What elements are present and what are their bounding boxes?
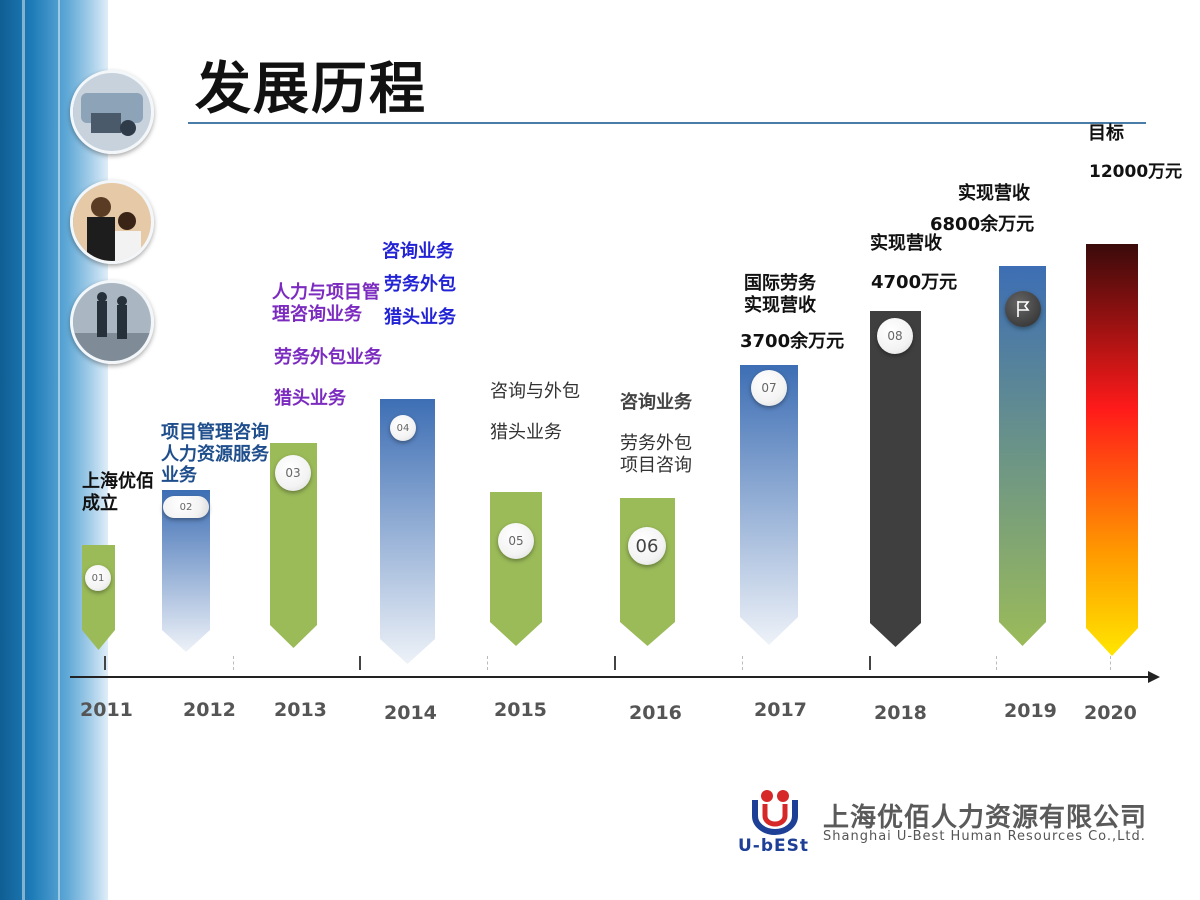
axis-tick (104, 656, 106, 670)
step-badge: 08 (877, 318, 913, 354)
step-badge: 01 (85, 565, 111, 591)
sidebar-stripe (22, 0, 25, 900)
year-label: 2011 (80, 699, 133, 721)
timeline-bar-2017 (740, 365, 798, 645)
year-label: 2014 (384, 702, 437, 724)
year-label: 2013 (274, 699, 327, 721)
milestone-label: 目标 (1088, 123, 1124, 144)
timeline-bar-2014 (380, 399, 435, 664)
sidebar-stripe (58, 0, 60, 900)
timeline-bar-2013 (270, 443, 317, 648)
company-logo-icon (752, 790, 798, 835)
thumbnail-photo-business (70, 70, 154, 154)
milestone-label: 实现营收 (958, 183, 1030, 204)
milestone-label: 6800余万元 (930, 214, 1035, 235)
step-badge: 02 (163, 496, 209, 518)
milestone-label: 猎头业务 (490, 422, 562, 443)
step-badge: 03 (275, 455, 311, 491)
milestone-label: 项目管理咨询 人力资源服务 业务 (161, 422, 269, 487)
milestone-label: 咨询业务 (382, 241, 454, 262)
axis-tick (614, 656, 616, 670)
milestone-label: 猎头业务 (384, 307, 456, 328)
thumbnail-photo-people (70, 180, 154, 264)
milestone-label: 上海优佰 成立 (82, 471, 154, 514)
timeline-bar-2011 (82, 545, 115, 650)
milestone-label: 人力与项目管 理咨询业务 (272, 282, 380, 325)
thumbnail-photo-walkers (70, 280, 154, 364)
milestone-label: 劳务外包业务 (274, 347, 382, 368)
step-badge: 04 (390, 415, 416, 441)
milestone-label: 3700余万元 (740, 331, 845, 352)
axis-tick (359, 656, 361, 670)
milestone-label: 咨询业务 (620, 392, 692, 413)
year-label: 2018 (874, 702, 927, 724)
axis-tick (742, 656, 743, 670)
milestone-label: 猎头业务 (274, 388, 346, 409)
milestone-label: 劳务外包 (384, 274, 456, 295)
milestone-label: 劳务外包 项目咨询 (620, 433, 692, 476)
milestone-label: 实现营收 (870, 233, 942, 254)
milestone-label: 咨询与外包 (490, 381, 580, 402)
title-underline (188, 122, 1146, 124)
year-label: 2016 (629, 702, 682, 724)
timeline-bar-2020 (1086, 244, 1138, 656)
step-badge: 05 (498, 523, 534, 559)
page-title: 发展历程 (195, 57, 427, 122)
milestone-label: 国际劳务 实现营收 (744, 273, 816, 316)
year-label: 2020 (1084, 702, 1137, 724)
milestone-label: 4700万元 (871, 272, 958, 293)
year-label: 2017 (754, 699, 807, 721)
timeline-bar-2012 (162, 490, 210, 652)
timeline-bar-2015 (490, 492, 542, 646)
flag-icon (1005, 291, 1041, 327)
company-name-cn: 上海优佰人力资源有限公司 (823, 803, 1148, 833)
axis-tick (233, 656, 234, 670)
step-badge: 07 (751, 370, 787, 406)
year-label: 2019 (1004, 700, 1057, 722)
timeline-bar-2018 (870, 311, 921, 647)
timeline-bar-2019 (999, 266, 1046, 646)
timeline-bar-2016 (620, 498, 675, 646)
step-badge: 06 (628, 527, 666, 565)
company-brand: U-bESt (738, 836, 810, 856)
timeline-axis (70, 676, 1150, 678)
sidebar-decoration (0, 0, 108, 900)
axis-tick (996, 656, 997, 670)
axis-tick (1110, 656, 1111, 670)
company-name-en: Shanghai U-Best Human Resources Co.,Ltd. (823, 829, 1146, 844)
year-label: 2012 (183, 699, 236, 721)
milestone-label: 12000万元 (1089, 162, 1183, 182)
axis-tick (869, 656, 871, 670)
axis-tick (487, 656, 488, 670)
axis-arrow-icon (1148, 671, 1160, 683)
year-label: 2015 (494, 699, 547, 721)
